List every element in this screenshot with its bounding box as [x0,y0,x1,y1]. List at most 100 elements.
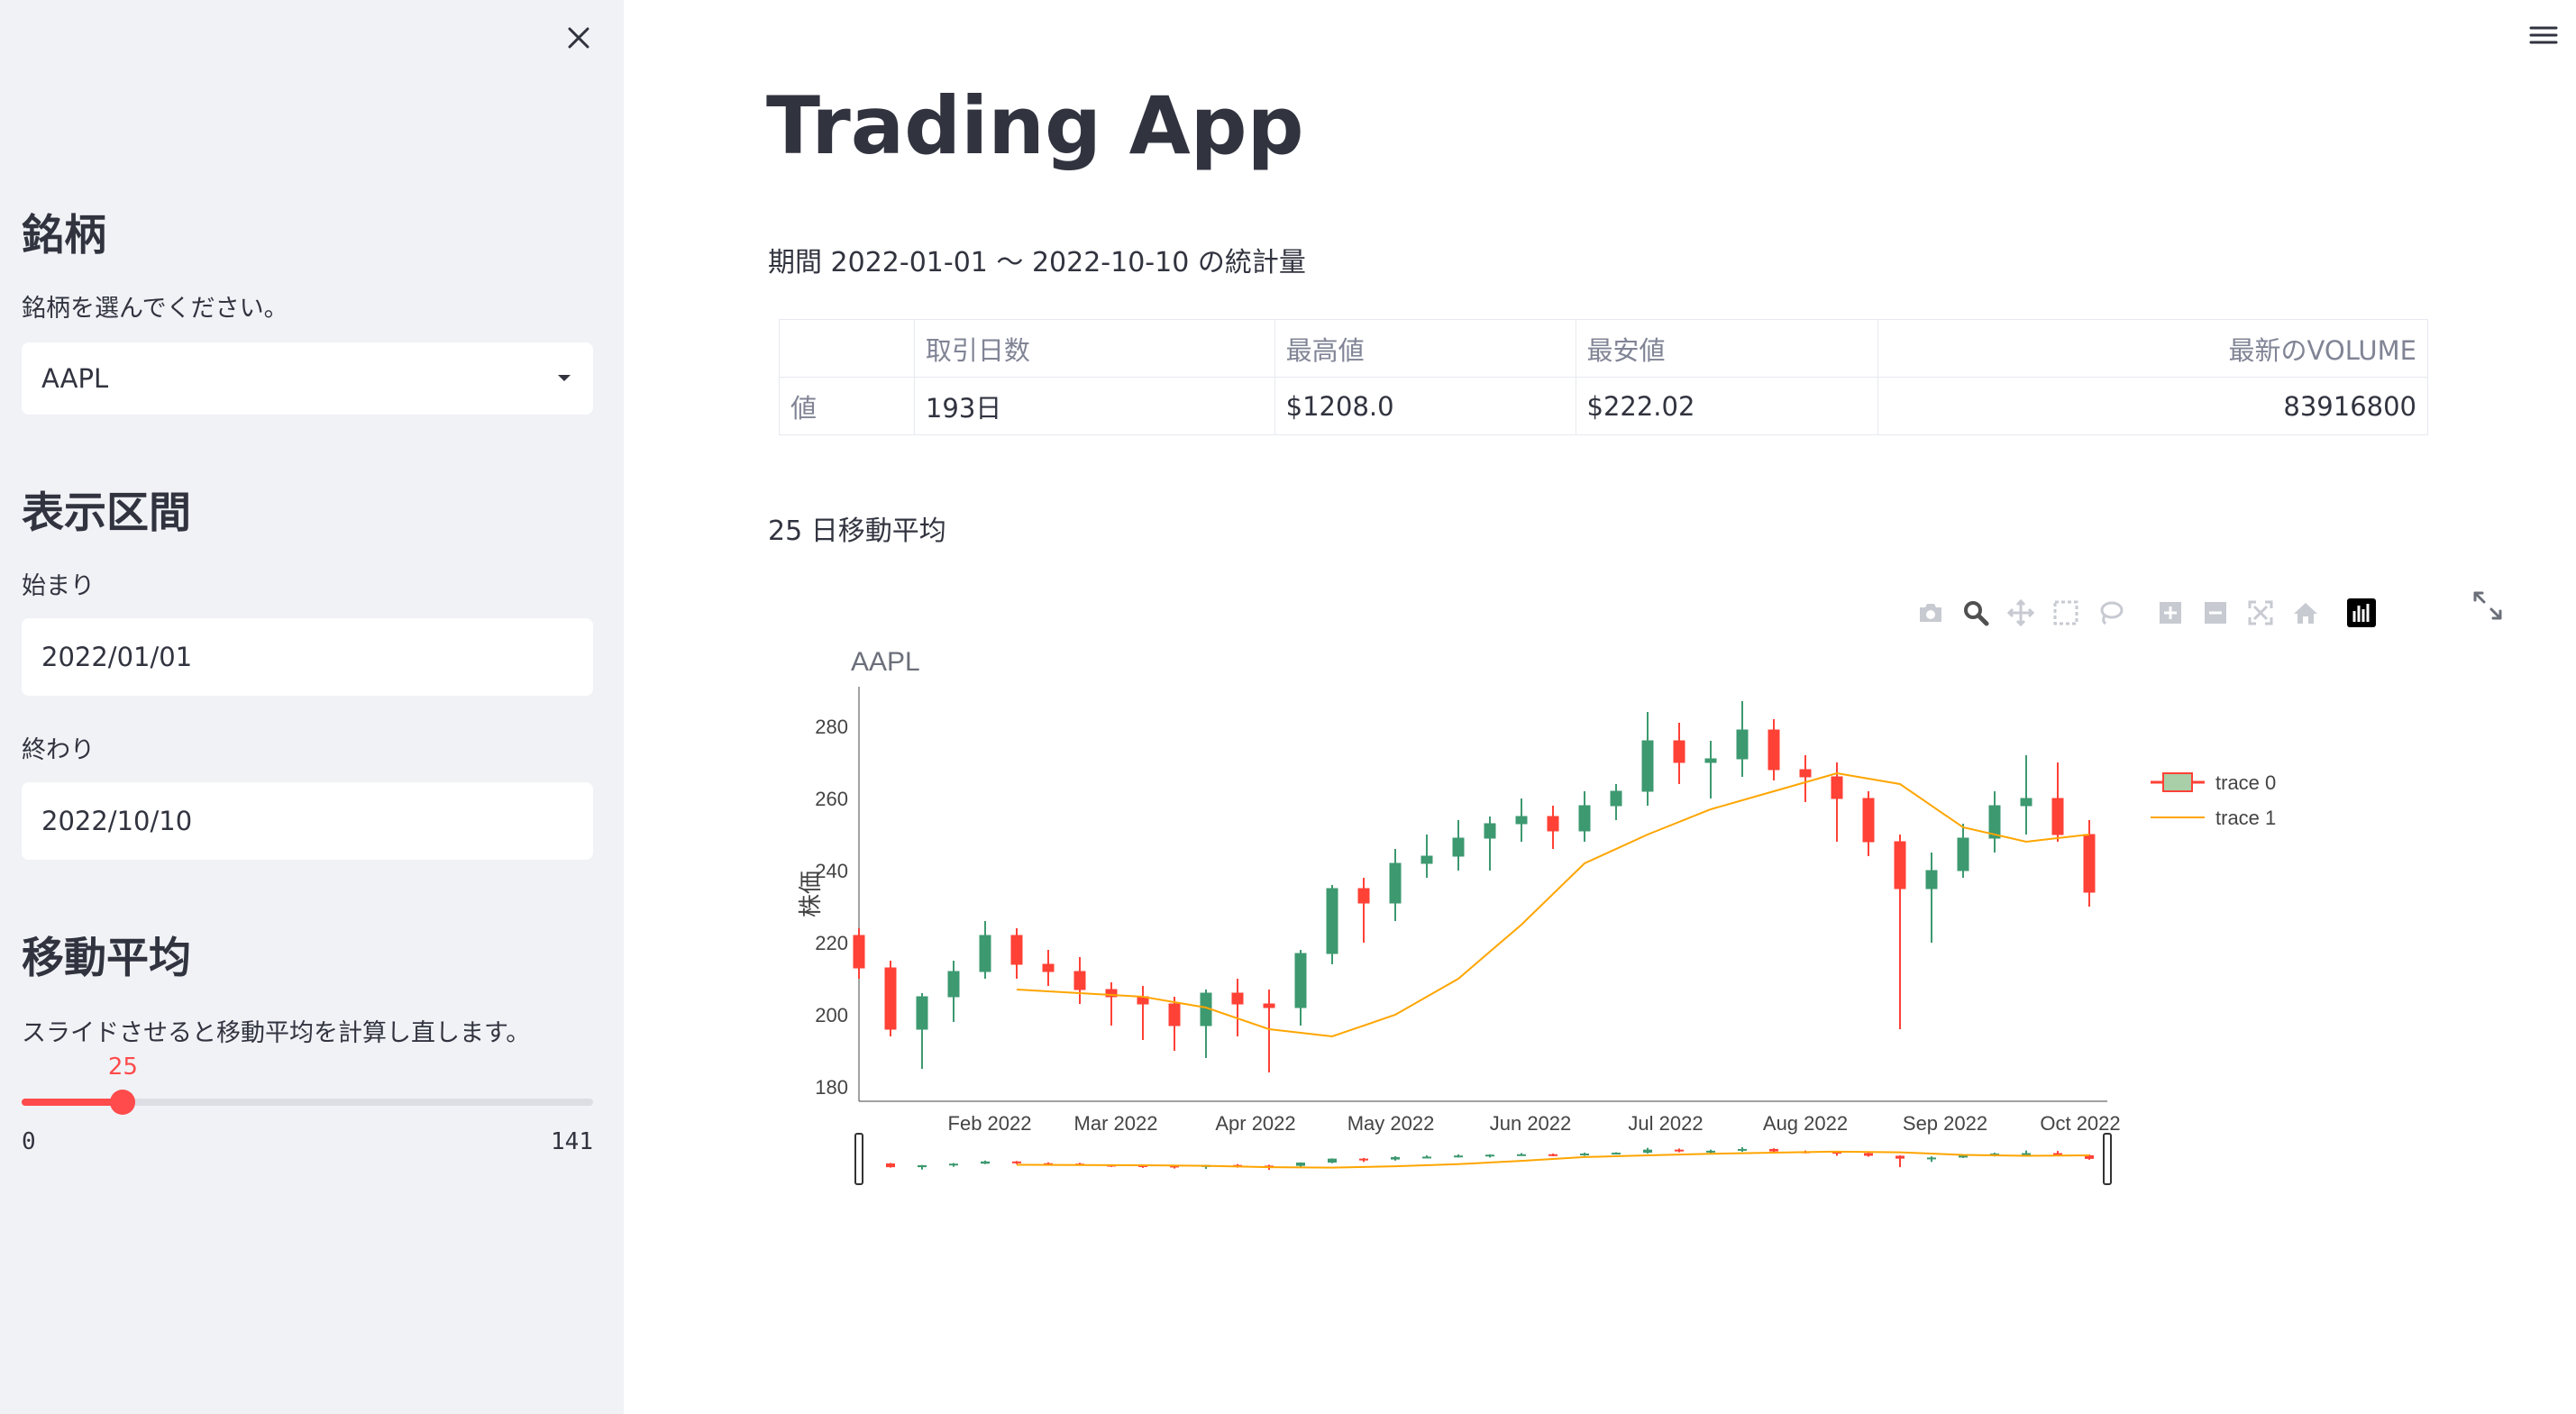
reset-axes-button[interactable] [2286,593,2325,633]
moving-average-line [1016,771,2090,1038]
chart-modebar [1911,593,2381,636]
range-candle-body [1296,1163,1305,1166]
range-candle-body [981,1161,990,1164]
plotly-logo-button[interactable] [2342,593,2381,633]
candle-body [884,967,897,1030]
legend-label: trace 1 [2215,807,2276,829]
end-date-label: 終わり [22,736,95,764]
zoom-in-button[interactable] [2151,593,2190,633]
candle-body [1799,769,1812,778]
candle-body [916,996,928,1030]
box-select-icon [2053,600,2078,625]
candles-series [853,701,2096,1072]
range-candle-body [2085,1154,2094,1159]
range-candle-body [918,1164,927,1168]
range-candle-body [1517,1154,1526,1156]
candle-body [1231,992,1244,1005]
stock-select[interactable]: AAPL [22,342,593,415]
moving-average-slider[interactable]: 25 [22,1054,593,1115]
range-slider-handle[interactable] [854,1133,863,1185]
x-tick-label: Jun 2022 [1490,1112,1572,1135]
candle-body [1389,862,1402,904]
pan-button[interactable] [2001,593,2041,633]
candle-body [1547,816,1559,832]
candle-body [1925,870,1938,889]
y-tick-label: 240 [815,860,848,882]
range-candle-body [1548,1154,1557,1156]
candle-body [1105,989,1118,998]
candle-body [979,935,991,972]
candle-body [1263,1003,1275,1008]
y-axis-title: 株価 [797,871,824,917]
stats-table: 取引日数 最高値 最安値 最新のVOLUME 値 193日 $1208.0 $2… [779,319,2428,435]
candle-body [1768,729,1780,771]
legend-item-trace-0[interactable]: trace 0 [2151,771,2276,794]
zoom-button[interactable] [1956,593,1996,633]
table-header-cell: 最高値 [1274,319,1576,378]
candle-body [1326,888,1338,954]
range-candle-body [1895,1155,1905,1159]
candle-body [947,971,960,998]
close-sidebar-button[interactable] [559,18,598,58]
candle-body [853,935,865,969]
slider-thumb[interactable] [110,1090,136,1115]
candle-body [1484,823,1496,839]
pan-icon [2007,599,2034,626]
zoom-out-icon [2205,602,2226,624]
candle-body [1641,740,1654,792]
lasso-icon [2100,601,2124,625]
moving-average-prompt: スライドさせると移動平均を計算し直します。 [22,1019,531,1047]
box-select-button[interactable] [2046,593,2086,633]
candle-body [1168,1003,1181,1026]
table-cell-volume: 83916800 [1877,377,2428,435]
sidebar: 銘柄 銘柄を選んでください。 AAPL 表示区間 始まり 終わり 移動平均 スラ… [0,0,624,1414]
chart-legend[interactable]: trace 0 trace 1 [2151,771,2276,829]
moving-average-series [1016,771,2090,1038]
candle-body [2083,834,2096,893]
range-candle-body [1422,1156,1431,1159]
candle-body [1515,816,1528,825]
table-row: 値 193日 $1208.0 $222.02 83916800 [779,377,2428,435]
table-header-cell: 取引日数 [913,319,1275,378]
y-tick-label: 280 [815,716,848,738]
range-candle-body [1485,1154,1494,1157]
zoom-in-icon [2160,602,2181,624]
range-heading: 表示区間 [22,488,191,538]
candle-body [1357,888,1370,904]
candle-body [1862,798,1875,843]
legend-item-trace-1[interactable]: trace 1 [2151,807,2276,829]
hamburger-menu-icon [2529,26,2558,44]
table-header-cell: 最新のVOLUME [1877,319,2428,378]
start-date-input[interactable] [22,618,593,696]
range-candle-body [1359,1158,1368,1161]
stock-prompt: 銘柄を選んでください。 [22,295,288,323]
download-png-button[interactable] [1911,593,1950,633]
end-date-input[interactable] [22,782,593,860]
lasso-select-button[interactable] [2091,593,2131,633]
range-slider-handle[interactable] [2103,1133,2112,1185]
range-candle-body [1328,1158,1337,1163]
moving-average-heading: 移動平均 [22,934,191,983]
range-candle-body [1643,1149,1652,1154]
candle-body [1294,953,1307,1008]
range-candle-body [1612,1153,1621,1155]
candle-body [2020,798,2032,807]
range-slider[interactable] [854,1133,2112,1185]
chart-axes: 180 200 220 240 260 280 Feb 2022 Mar 2022 Apr 20… [797,687,2121,1135]
range-candle-body [2053,1153,2062,1155]
plotly-logo-icon [2347,598,2376,627]
autoscale-button[interactable] [2241,593,2280,633]
zoom-out-button[interactable] [2196,593,2235,633]
range-candle-body [886,1163,895,1168]
candle-body [1704,758,1717,763]
stock-heading: 銘柄 [22,211,106,260]
table-header-cell [779,319,915,378]
fullscreen-icon [2473,591,2502,620]
candlestick-chart[interactable]: AAPL 180 200 220 240 260 280 Feb 2022 Mar 2022 A… [775,631,2416,1352]
candle-body [1452,837,1465,857]
chevron-down-icon [558,375,571,381]
x-tick-label: Mar 2022 [1074,1112,1158,1135]
zoom-icon [1964,601,1989,626]
fullscreen-button[interactable] [2470,588,2513,631]
main-menu-button[interactable] [2527,22,2560,49]
